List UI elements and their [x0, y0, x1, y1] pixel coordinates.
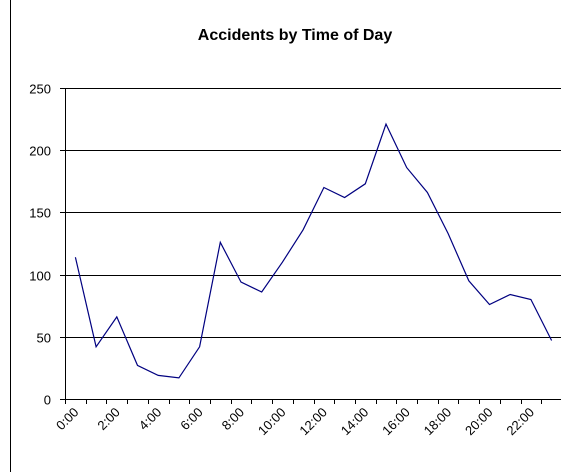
x-tick-label: 18:00	[421, 405, 455, 439]
x-tick-label: 22:00	[503, 405, 537, 439]
x-tick-label: 12:00	[296, 405, 330, 439]
x-tick-label: 20:00	[462, 405, 496, 439]
chart-title: Accidents by Time of Day	[198, 27, 393, 44]
x-tick-label: 0:00	[53, 405, 82, 434]
x-tick-label: 4:00	[136, 405, 165, 434]
y-tick-label: 200	[29, 144, 51, 159]
x-tick-label: 6:00	[177, 405, 206, 434]
x-tick-label: 10:00	[255, 405, 289, 439]
y-tick-label: 0	[44, 393, 51, 408]
y-tick-label: 100	[29, 269, 51, 284]
x-tick-label: 16:00	[379, 405, 413, 439]
x-tick-label: 2:00	[94, 405, 123, 434]
y-tick-label: 250	[29, 82, 51, 97]
x-tick-label: 8:00	[219, 405, 248, 434]
x-tick-label: 14:00	[338, 405, 372, 439]
y-tick-label: 150	[29, 206, 51, 221]
y-tick-label: 50	[37, 331, 51, 346]
data-line	[74, 122, 553, 379]
